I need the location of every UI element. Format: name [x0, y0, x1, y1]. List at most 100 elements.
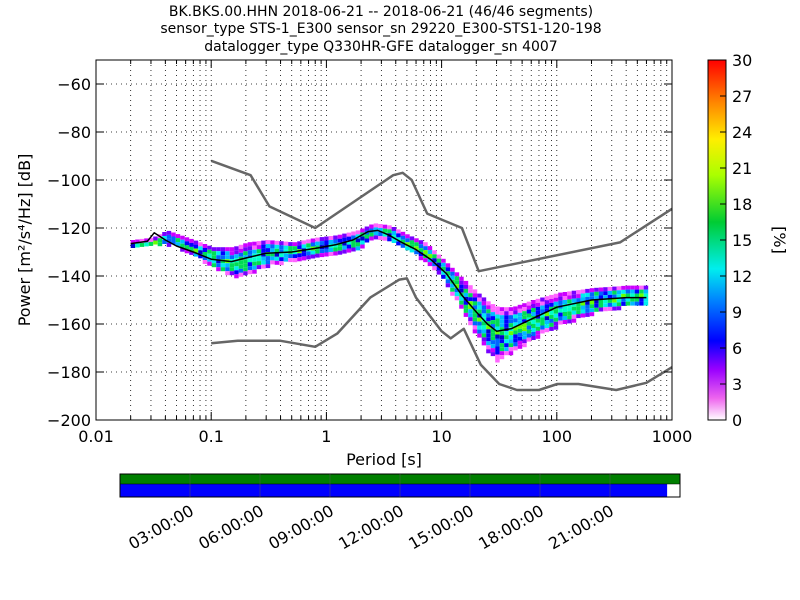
density-cell [342, 233, 347, 238]
density-cell [607, 306, 613, 311]
density-cell [454, 288, 460, 293]
density-cell [580, 289, 586, 294]
density-cell [535, 302, 541, 307]
density-cell [585, 300, 590, 305]
density-cell [382, 236, 388, 241]
density-cell [634, 297, 640, 302]
density-cell [265, 252, 271, 257]
density-cell [346, 232, 352, 237]
density-cell [436, 254, 442, 259]
density-cell [423, 250, 428, 255]
density-cell [612, 294, 617, 299]
density-cell [315, 241, 320, 246]
density-cell [634, 289, 640, 294]
density-cell [535, 334, 541, 339]
density-cell [526, 309, 532, 314]
density-cell [315, 249, 320, 254]
density-cell [378, 236, 383, 240]
density-cell [544, 300, 550, 305]
density-cell [589, 288, 595, 293]
density-cell [301, 256, 307, 261]
density-cell [522, 339, 527, 344]
density-cell [279, 245, 284, 250]
density-cell [391, 227, 397, 231]
density-cell [414, 250, 419, 255]
density-cell [472, 305, 478, 310]
density-cell [153, 236, 158, 241]
density-cell [337, 250, 343, 255]
density-cell [261, 244, 266, 249]
density-cell [490, 344, 496, 349]
density-cell [346, 236, 352, 241]
density-cell [567, 303, 572, 308]
density-cell [216, 267, 221, 272]
density-cell [450, 291, 455, 296]
density-cell [508, 323, 514, 328]
density-cell [486, 349, 491, 354]
density-cell [459, 300, 464, 305]
density-cell [436, 262, 442, 267]
density-cell [468, 321, 473, 326]
colorbar-tick-label: 12 [732, 267, 752, 286]
density-cell [225, 247, 230, 252]
y-tick-label: −60 [57, 75, 91, 94]
density-cell [477, 293, 482, 298]
density-cell [504, 335, 509, 340]
density-cell [589, 300, 595, 305]
density-cell [450, 283, 455, 288]
density-cell [504, 347, 509, 352]
density-cell [621, 297, 626, 302]
density-cell [243, 247, 248, 252]
density-cell [324, 236, 329, 241]
density-cell [279, 241, 284, 246]
density-cell [324, 252, 329, 257]
density-cell [337, 238, 343, 243]
density-cell [495, 338, 500, 343]
density-cell [526, 313, 532, 318]
density-cell [382, 228, 388, 233]
density-cell [612, 290, 617, 295]
density-cell [486, 313, 491, 318]
time-tick-label: 15:00:00 [405, 501, 477, 553]
density-cell [481, 321, 487, 326]
density-cell [252, 241, 257, 246]
density-cell [468, 285, 473, 290]
density-cell [558, 296, 563, 301]
density-cell [445, 271, 451, 276]
density-cell [256, 241, 262, 246]
density-cell [553, 317, 559, 322]
density-cell [450, 275, 455, 280]
density-cell [436, 270, 442, 275]
density-cell [540, 305, 545, 310]
colorbar-ticks: 0 3 6 9 12 15 18 21 24 27 30 [720, 51, 752, 430]
density-cell [337, 242, 343, 247]
colorbar-tick-label: 30 [732, 51, 752, 70]
density-cell [477, 305, 482, 310]
density-cell [571, 302, 577, 307]
density-cell [328, 236, 334, 240]
density-cell [234, 262, 239, 267]
density-cell [540, 309, 545, 314]
density-cell [558, 308, 563, 313]
density-cell [481, 329, 487, 334]
density-cell [553, 301, 559, 306]
density-cell [234, 254, 239, 259]
density-cell [162, 240, 167, 244]
density-cell [553, 293, 559, 298]
density-cell [499, 311, 505, 316]
density-cell [567, 319, 572, 324]
density-cell [603, 291, 608, 296]
density-cell [549, 318, 554, 323]
density-cell [198, 242, 203, 247]
density-cell [517, 320, 523, 325]
density-cell [585, 312, 590, 317]
density-cell [234, 270, 239, 275]
density-cell [490, 308, 496, 313]
density-cell [225, 263, 230, 268]
density-cell [400, 235, 406, 240]
density-cell [540, 317, 545, 322]
density-cell [481, 297, 487, 302]
density-cell [337, 246, 343, 251]
density-cell [504, 315, 509, 320]
density-cell [544, 304, 550, 309]
